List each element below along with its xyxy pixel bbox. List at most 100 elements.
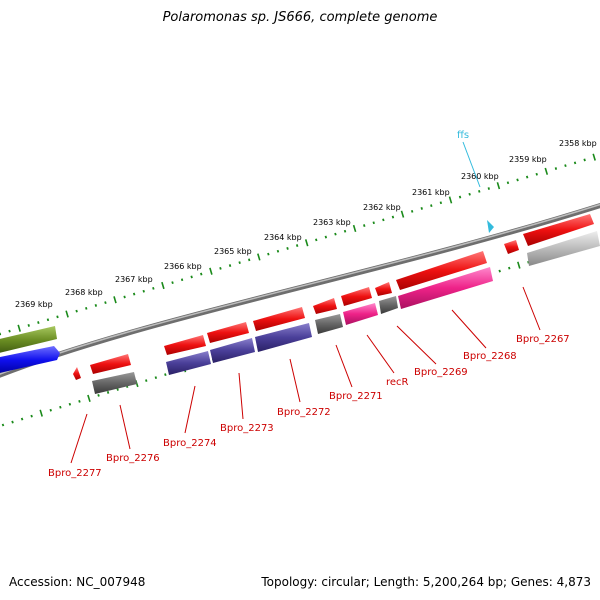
minor-tick [583,158,586,162]
gene-bar-olive[interactable] [0,326,57,354]
leader-line [70,413,88,464]
minor-tick [525,175,529,179]
minor-tick [116,388,119,391]
minor-tick [219,266,222,270]
gene-arrow[interactable] [396,251,487,290]
kbp-label: 2367 kbp [115,275,153,284]
genome-summary-text: Topology: circular; Length: 5,200,264 bp… [261,575,591,589]
minor-tick [11,420,14,424]
gene-arrow[interactable] [207,322,249,343]
gene-label: Bpro_2267 [516,334,570,345]
gene-label: Bpro_2268 [463,351,517,362]
minor-tick [535,172,538,176]
gene-arrow[interactable] [523,214,594,246]
minor-tick [334,232,337,236]
kbp-label: 2366 kbp [164,262,202,271]
minor-tick [516,178,519,182]
minor-tick [27,324,30,327]
gene-bar-purple[interactable] [166,351,211,375]
major-tick [87,394,91,402]
gene-bar-magenta[interactable] [343,303,378,325]
kbp-label: 2359 kbp [509,155,547,164]
gene-arrow[interactable] [313,298,337,314]
major-tick [161,281,165,290]
leader-line [396,325,437,365]
minor-tick [439,201,443,205]
minor-tick [382,218,385,222]
gene-bar-dark[interactable] [379,296,398,314]
genome-backbone [0,202,600,378]
gene-arrow-blue[interactable] [0,346,60,374]
minor-tick [554,167,558,170]
minor-tick [248,258,251,262]
ffs-rna-marker[interactable] [487,220,494,233]
major-tick [113,296,117,304]
major-tick [496,182,501,190]
gene-label: Bpro_2269 [414,367,468,378]
minor-tick [372,221,375,225]
outer-scale-ticks [0,153,596,336]
gene-arrow[interactable] [253,307,305,331]
gene-arrow[interactable] [504,240,519,254]
gene-arrow[interactable] [90,354,131,374]
minor-tick [410,209,414,213]
minor-tick [164,373,167,377]
gene-bar-dark[interactable] [92,372,137,394]
reverse-strand-genes [0,231,600,394]
major-tick [352,224,357,233]
gene-label: Bpro_2271 [329,391,383,402]
gene-label-rna: ffs [457,130,469,141]
minor-tick [104,301,107,305]
leader-line [289,358,301,403]
major-tick [400,210,405,218]
gene-bar-purple[interactable] [255,323,312,352]
minor-tick [363,224,366,227]
gene-arrow[interactable] [73,367,81,380]
minor-tick [30,414,33,418]
minor-tick [564,164,567,168]
major-tick [209,267,213,275]
gene-arrow[interactable] [375,282,392,296]
minor-tick [295,244,299,247]
minor-tick [123,295,126,299]
kbp-label: 2368 kbp [65,288,103,297]
leader-line [522,286,541,331]
forward-strand-genes [0,214,594,380]
kbp-label: 2365 kbp [214,247,252,256]
gene-bar-purple[interactable] [210,338,255,363]
ffs-leader-line [462,141,481,188]
major-tick [448,196,453,204]
accession-text: Accession: NC_007948 [9,575,146,589]
minor-tick [94,304,98,307]
minor-tick [180,278,184,282]
minor-tick [324,235,328,239]
minor-tick [1,423,5,427]
minor-tick [420,207,423,210]
leader-line [119,404,131,450]
gene-bar-grey[interactable] [527,231,600,266]
leader-line [366,334,395,374]
gene-arrow[interactable] [341,287,372,306]
gene-label: recR [386,377,409,388]
minor-tick [75,309,78,313]
minor-tick [78,399,81,403]
minor-tick [315,238,318,242]
gene-bar-magenta[interactable] [398,267,493,309]
minor-tick [228,264,232,267]
leader-line [238,372,244,420]
kbp-label: 2364 kbp [264,233,302,242]
minor-tick [573,161,577,165]
minor-tick [8,329,11,333]
major-tick [592,153,596,161]
gene-labels: ffs Bpro_2267 Bpro_2268 Bpro_2269 recR B… [48,130,570,479]
gene-arrow[interactable] [164,335,206,355]
major-tick [65,310,69,318]
major-tick [304,239,309,247]
gene-bar-dark[interactable] [315,314,343,334]
minor-tick [56,315,59,319]
minor-tick [267,252,270,256]
minor-tick [97,394,100,397]
minor-tick [37,321,40,324]
minor-tick [458,195,462,199]
